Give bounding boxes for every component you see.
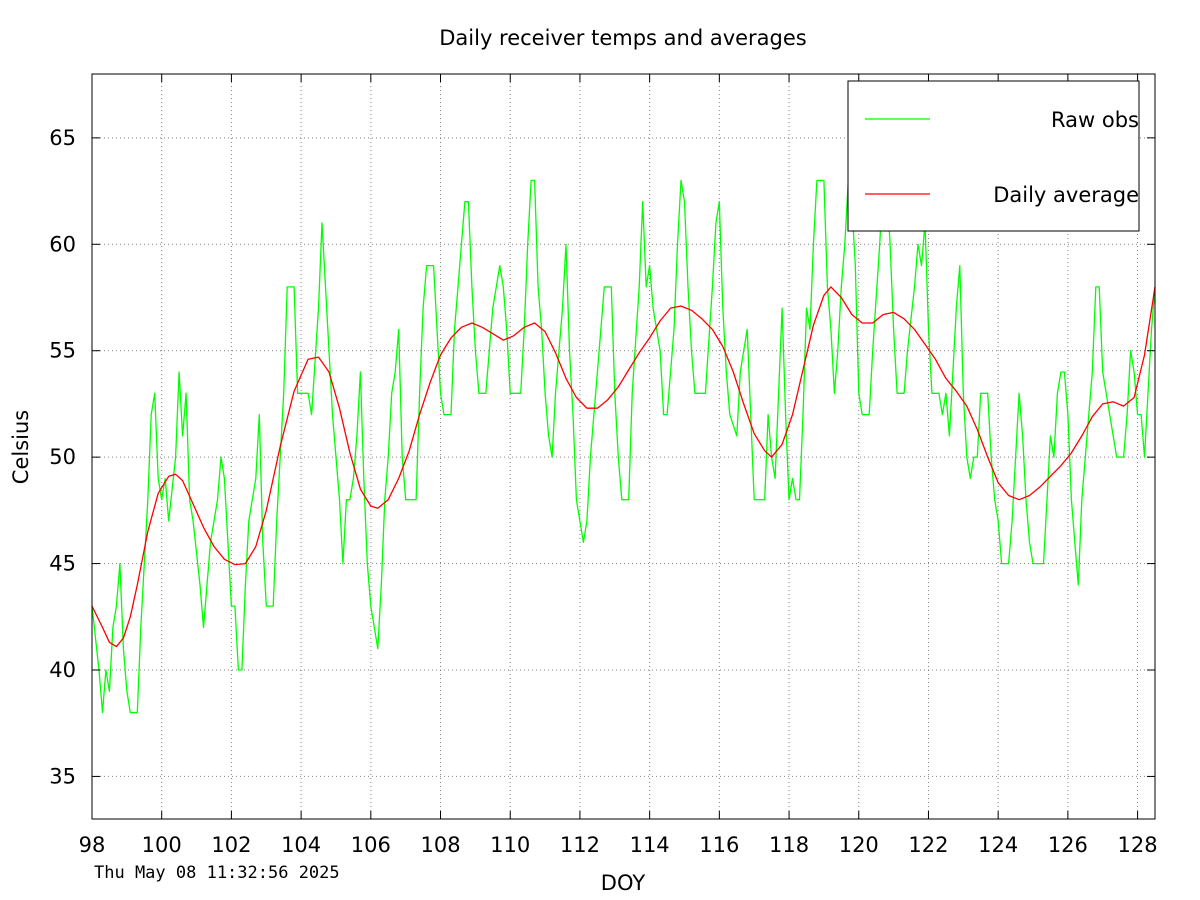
legend-label-avg: Daily average bbox=[993, 183, 1139, 207]
x-tick-label: 114 bbox=[630, 833, 670, 857]
legend-box bbox=[847, 80, 1140, 232]
x-tick-label: 120 bbox=[839, 833, 879, 857]
x-tick-label: 108 bbox=[420, 833, 460, 857]
plot-frame bbox=[91, 73, 1156, 820]
x-tick-label: 98 bbox=[79, 833, 106, 857]
legend: Raw obs Daily average bbox=[847, 80, 1140, 232]
y-tick-label: 35 bbox=[49, 764, 76, 788]
x-tick-label: 102 bbox=[211, 833, 251, 857]
y-axis-label: Celsius bbox=[9, 410, 33, 484]
y-tick-label: 60 bbox=[49, 232, 76, 256]
x-tick-label: 122 bbox=[908, 833, 948, 857]
legend-label-raw: Raw obs bbox=[1051, 108, 1139, 132]
chart-title: Daily receiver temps and averages bbox=[439, 26, 807, 50]
x-axis-label: DOY bbox=[601, 871, 646, 895]
series-layer bbox=[91, 179, 1156, 714]
y-tick-label: 40 bbox=[49, 658, 76, 682]
x-tick-label: 128 bbox=[1118, 833, 1158, 857]
y-tick-label: 65 bbox=[49, 126, 76, 150]
x-tick-label: 124 bbox=[978, 833, 1018, 857]
series-line-daily-average bbox=[91, 286, 1156, 648]
x-tick-label: 126 bbox=[1048, 833, 1088, 857]
x-tick-label: 118 bbox=[769, 833, 809, 857]
x-tick-label: 116 bbox=[699, 833, 739, 857]
tick-layer: 98 100 102 104 106 108 110 112 114 116 118 120 122 12… bbox=[49, 74, 1158, 857]
x-tick-label: 112 bbox=[560, 833, 600, 857]
series-line-raw-obs bbox=[91, 179, 1156, 714]
x-tick-label: 110 bbox=[490, 833, 530, 857]
y-tick-label: 55 bbox=[49, 339, 76, 363]
x-tick-label: 100 bbox=[142, 833, 182, 857]
x-tick-label: 104 bbox=[281, 833, 321, 857]
x-tick-label: 106 bbox=[351, 833, 391, 857]
y-tick-label: 50 bbox=[49, 445, 76, 469]
timestamp-label: Thu May 08 11:32:56 2025 bbox=[94, 863, 340, 883]
y-tick-label: 45 bbox=[49, 552, 76, 576]
